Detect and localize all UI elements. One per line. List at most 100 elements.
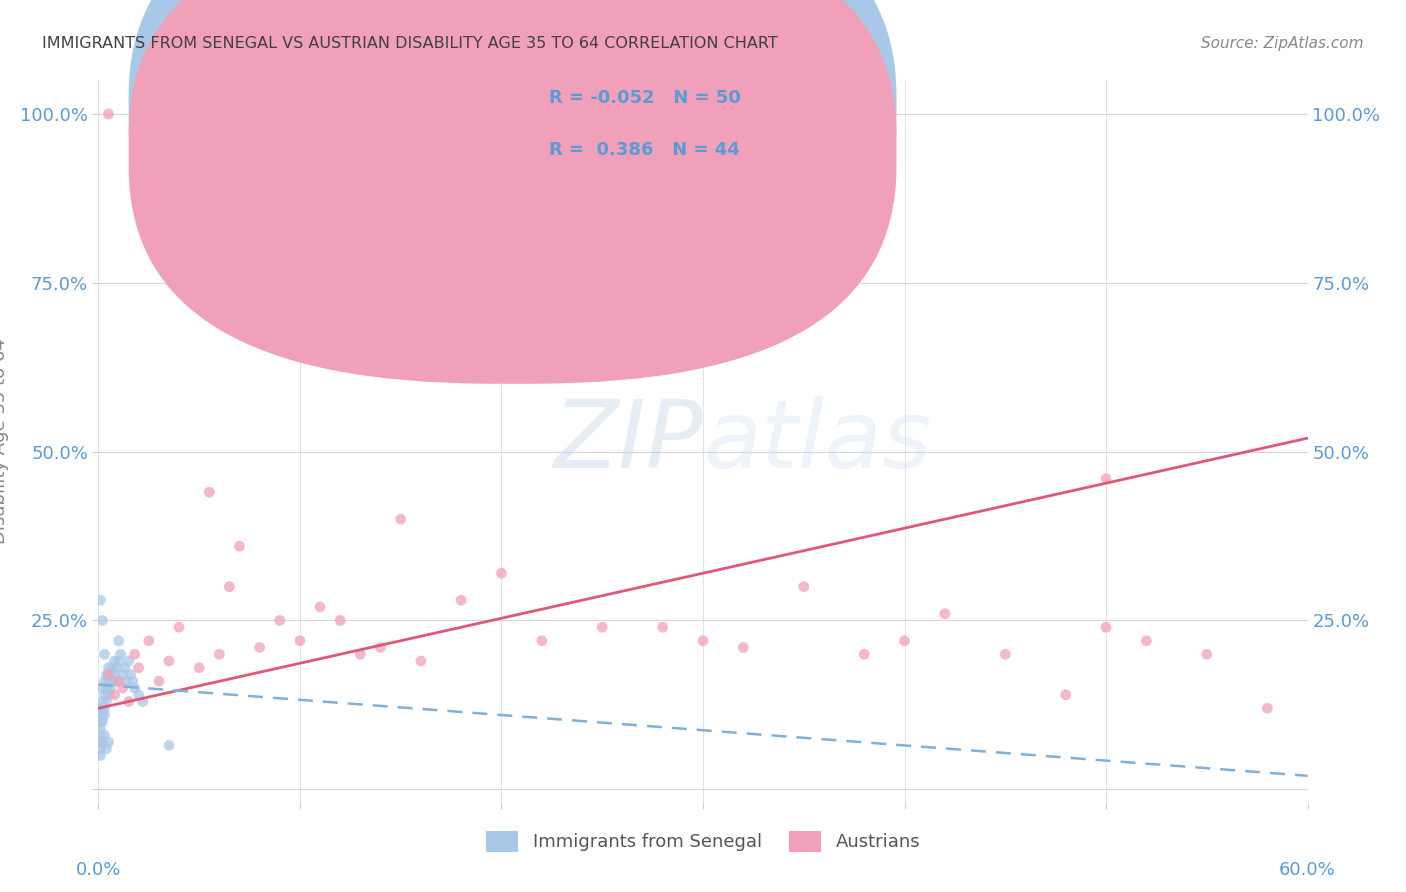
Point [530, 633, 553, 648]
Point [853, 647, 876, 661]
Point [148, 674, 170, 689]
FancyBboxPatch shape [461, 73, 848, 181]
Point [167, 620, 190, 634]
Point [249, 640, 271, 655]
Point [93, 701, 115, 715]
Point [128, 661, 150, 675]
Point [107, 654, 129, 668]
Point [1095, 472, 1118, 486]
Point [91, 681, 114, 695]
Point [97, 667, 120, 681]
Point [103, 654, 125, 668]
Point [96, 667, 118, 681]
Point [91, 708, 114, 723]
Point [89, 701, 111, 715]
Point [1256, 701, 1278, 715]
Point [128, 688, 150, 702]
Point [91, 614, 114, 628]
Point [188, 661, 211, 675]
Point [105, 674, 128, 689]
Point [118, 654, 141, 668]
Point [1054, 688, 1077, 702]
Point [97, 688, 120, 702]
Point [101, 674, 124, 689]
Point [450, 593, 472, 607]
Point [107, 633, 129, 648]
Point [218, 580, 240, 594]
Point [89, 593, 111, 607]
Point [97, 735, 120, 749]
Point [329, 614, 352, 628]
Point [89, 722, 111, 736]
Point [93, 728, 115, 742]
Point [89, 741, 111, 756]
Point [349, 647, 371, 661]
Point [89, 748, 111, 763]
Point [934, 607, 956, 621]
Point [93, 674, 115, 689]
Point [89, 735, 111, 749]
Point [1095, 620, 1118, 634]
Point [389, 512, 412, 526]
Point [157, 739, 180, 753]
Text: IMMIGRANTS FROM SENEGAL VS AUSTRIAN DISABILITY AGE 35 TO 64 CORRELATION CHART: IMMIGRANTS FROM SENEGAL VS AUSTRIAN DISA… [42, 36, 778, 51]
Point [110, 647, 132, 661]
FancyBboxPatch shape [129, 0, 897, 344]
Point [733, 640, 755, 655]
Text: 0.0%: 0.0% [76, 861, 121, 879]
Point [157, 654, 180, 668]
Text: R = -0.052   N = 50: R = -0.052 N = 50 [550, 89, 741, 107]
Point [138, 633, 160, 648]
Text: atlas: atlas [703, 396, 931, 487]
Point [91, 714, 114, 729]
Legend: Immigrants from Senegal, Austrians: Immigrants from Senegal, Austrians [478, 823, 928, 859]
Point [651, 620, 673, 634]
Point [114, 661, 136, 675]
Point [103, 688, 125, 702]
Point [96, 741, 118, 756]
Point [96, 694, 118, 708]
Point [107, 674, 129, 689]
Text: 60.0%: 60.0% [1279, 861, 1336, 879]
Point [309, 599, 332, 614]
Point [409, 654, 432, 668]
Point [793, 580, 815, 594]
Point [105, 661, 128, 675]
Text: Source: ZipAtlas.com: Source: ZipAtlas.com [1201, 36, 1364, 51]
FancyBboxPatch shape [129, 0, 897, 384]
Point [491, 566, 513, 581]
Point [994, 647, 1017, 661]
Point [91, 694, 114, 708]
Point [208, 647, 231, 661]
Point [89, 714, 111, 729]
Point [93, 708, 115, 723]
Point [124, 647, 146, 661]
Point [91, 701, 114, 715]
Point [121, 674, 143, 689]
Text: R =  0.386   N = 44: R = 0.386 N = 44 [550, 141, 740, 160]
Point [100, 681, 122, 695]
Point [288, 633, 311, 648]
Point [198, 485, 221, 500]
Point [93, 647, 115, 661]
Point [118, 694, 141, 708]
Point [97, 674, 120, 689]
Point [91, 735, 114, 749]
Point [111, 681, 134, 695]
Point [269, 614, 291, 628]
Point [893, 633, 915, 648]
Point [228, 539, 250, 553]
Point [370, 640, 392, 655]
Point [120, 667, 142, 681]
Point [1195, 647, 1218, 661]
Point [93, 688, 115, 702]
Point [591, 620, 613, 634]
Point [124, 681, 146, 695]
Point [100, 667, 122, 681]
Point [96, 681, 118, 695]
Y-axis label: Disability Age 35 to 64: Disability Age 35 to 64 [0, 339, 8, 544]
Point [103, 667, 125, 681]
Point [97, 107, 120, 121]
Point [111, 667, 134, 681]
Point [1135, 633, 1157, 648]
